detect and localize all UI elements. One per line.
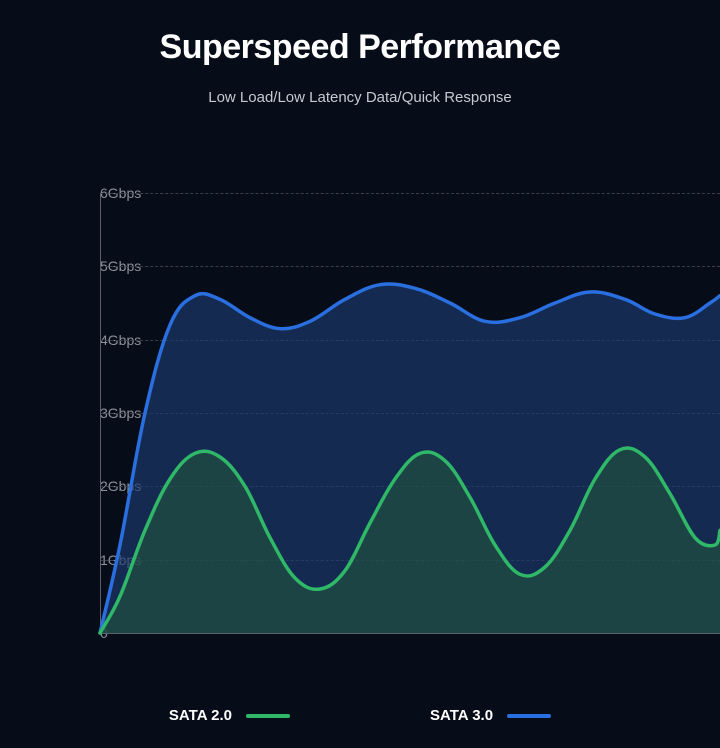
legend-item-sata3: SATA 3.0 [430, 707, 551, 724]
legend-label: SATA 2.0 [169, 707, 232, 724]
legend-swatch [246, 714, 290, 718]
chart-plot [60, 193, 720, 635]
page-subtitle: Low Load/Low Latency Data/Quick Response [0, 89, 720, 106]
series-area [100, 448, 720, 633]
legend-label: SATA 3.0 [430, 707, 493, 724]
legend-swatch [507, 714, 551, 718]
chart-legend: SATA 2.0 SATA 3.0 [0, 707, 720, 724]
performance-chart: 01Gbps2Gbps3Gbps4Gbps5Gbps6Gbps [60, 193, 720, 643]
page-title: Superspeed Performance [0, 28, 720, 67]
legend-item-sata2: SATA 2.0 [169, 707, 290, 724]
